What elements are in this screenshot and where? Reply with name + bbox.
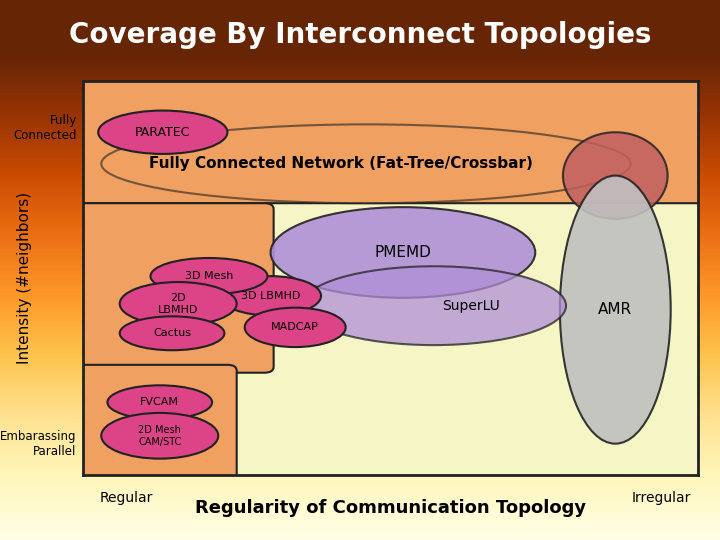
Text: MADCAP: MADCAP xyxy=(271,322,319,333)
Ellipse shape xyxy=(102,124,631,203)
Ellipse shape xyxy=(98,111,228,154)
Text: Embarassing
Parallel: Embarassing Parallel xyxy=(0,430,76,458)
Text: 2D
LBMHD: 2D LBMHD xyxy=(158,293,199,314)
FancyBboxPatch shape xyxy=(76,77,705,211)
Text: Fully Connected Network (Fat-Tree/Crossbar): Fully Connected Network (Fat-Tree/Crossb… xyxy=(150,156,534,171)
Ellipse shape xyxy=(120,282,237,326)
Ellipse shape xyxy=(302,266,566,345)
Ellipse shape xyxy=(245,308,346,347)
FancyBboxPatch shape xyxy=(76,365,237,479)
Ellipse shape xyxy=(120,316,225,350)
Text: Regular: Regular xyxy=(99,491,153,505)
FancyBboxPatch shape xyxy=(76,203,274,373)
Text: 3D Mesh: 3D Mesh xyxy=(185,271,233,281)
Ellipse shape xyxy=(102,413,218,458)
Text: PARATEC: PARATEC xyxy=(135,126,191,139)
Ellipse shape xyxy=(220,276,321,315)
Text: AMR: AMR xyxy=(598,302,632,317)
Text: Regularity of Communication Topology: Regularity of Communication Topology xyxy=(195,499,586,517)
Text: 3D LBMHD: 3D LBMHD xyxy=(241,291,300,301)
Text: Irregular: Irregular xyxy=(631,491,691,505)
Text: PMEMD: PMEMD xyxy=(374,245,431,260)
Text: 2D Mesh
CAM/STC: 2D Mesh CAM/STC xyxy=(138,425,181,447)
Ellipse shape xyxy=(107,386,212,419)
Text: FVCAM: FVCAM xyxy=(140,397,179,407)
Text: Cactus: Cactus xyxy=(153,328,191,338)
Ellipse shape xyxy=(560,176,671,444)
Text: Intensity (#neighbors): Intensity (#neighbors) xyxy=(17,192,32,364)
Ellipse shape xyxy=(271,207,535,298)
FancyBboxPatch shape xyxy=(76,203,705,479)
Text: SuperLU: SuperLU xyxy=(442,299,500,313)
Text: Coverage By Interconnect Topologies: Coverage By Interconnect Topologies xyxy=(68,21,652,49)
Ellipse shape xyxy=(150,258,268,294)
Text: Fully
Connected: Fully Connected xyxy=(13,114,76,143)
Ellipse shape xyxy=(563,132,667,219)
